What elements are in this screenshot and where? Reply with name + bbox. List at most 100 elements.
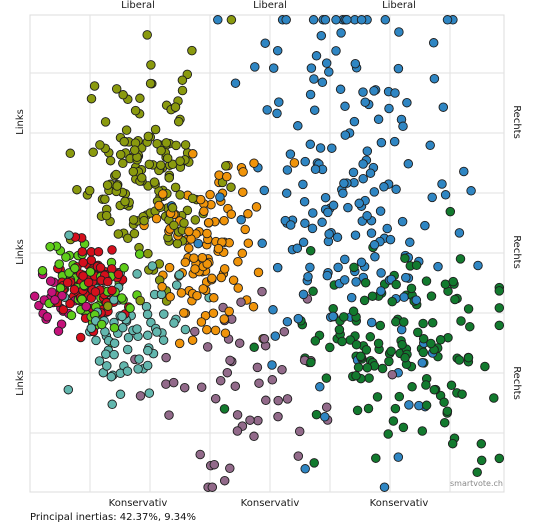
data-point-series-2 xyxy=(180,219,189,228)
data-point-series-8 xyxy=(262,396,271,405)
data-point-series-1 xyxy=(306,90,315,99)
data-point-series-8 xyxy=(197,383,206,392)
data-point-series-9 xyxy=(43,313,52,322)
data-point-series-2 xyxy=(87,94,96,103)
data-point-series-2 xyxy=(173,239,182,248)
data-point-series-4 xyxy=(209,309,218,318)
data-point-series-9 xyxy=(46,277,55,286)
data-point-series-2 xyxy=(90,82,99,91)
data-point-series-8 xyxy=(162,380,171,389)
data-point-series-2 xyxy=(191,216,200,225)
data-point-series-6 xyxy=(143,361,152,370)
bottom-axis-label-1: Konservativ xyxy=(109,498,168,509)
left-axis-label-3: Links xyxy=(15,370,26,396)
data-point-series-1 xyxy=(294,122,303,131)
data-point-series-1 xyxy=(367,229,376,238)
data-point-series-6 xyxy=(135,355,144,364)
data-point-series-1 xyxy=(216,193,225,202)
data-point-series-3 xyxy=(391,404,400,413)
data-point-series-3 xyxy=(340,313,349,322)
data-point-series-1 xyxy=(377,269,386,278)
data-point-series-3 xyxy=(407,284,416,293)
data-point-series-3 xyxy=(422,401,431,410)
data-point-series-3 xyxy=(388,297,397,306)
data-point-series-5 xyxy=(108,286,117,295)
data-point-series-9 xyxy=(82,302,91,311)
data-point-series-1 xyxy=(322,59,331,68)
data-point-series-6 xyxy=(143,331,152,340)
data-point-series-8 xyxy=(322,403,331,412)
data-point-series-1 xyxy=(359,174,368,183)
data-point-series-4 xyxy=(152,214,161,223)
data-point-series-3 xyxy=(466,322,475,331)
data-point-series-2 xyxy=(174,117,183,126)
data-point-series-3 xyxy=(364,404,373,413)
data-point-series-2 xyxy=(144,132,153,141)
data-point-series-8 xyxy=(388,370,397,379)
data-point-series-8 xyxy=(136,392,145,401)
data-point-series-3 xyxy=(455,356,464,365)
data-point-series-4 xyxy=(220,265,229,274)
data-point-series-1 xyxy=(237,216,246,225)
data-point-series-8 xyxy=(233,411,242,420)
data-point-series-3 xyxy=(307,358,316,367)
data-point-series-1 xyxy=(273,46,282,55)
data-point-series-4 xyxy=(215,171,224,180)
data-point-series-1 xyxy=(392,185,401,194)
data-point-series-5 xyxy=(76,333,85,342)
data-point-series-4 xyxy=(177,289,186,298)
data-point-series-8 xyxy=(237,298,246,307)
data-point-series-1 xyxy=(307,64,316,73)
data-point-series-2 xyxy=(119,159,128,168)
data-point-series-6 xyxy=(175,271,184,280)
data-point-series-1 xyxy=(321,15,330,24)
data-point-series-7 xyxy=(55,260,64,269)
bottom-axis-label-3: Konservativ xyxy=(370,498,429,509)
data-point-series-2 xyxy=(170,221,179,230)
data-point-series-3 xyxy=(365,374,374,383)
data-point-series-4 xyxy=(234,257,243,266)
data-point-series-3 xyxy=(366,333,375,342)
data-point-series-2 xyxy=(121,197,130,206)
data-point-series-8 xyxy=(165,411,174,420)
data-point-series-1 xyxy=(377,287,386,296)
data-point-series-1 xyxy=(399,122,408,131)
data-point-series-2 xyxy=(168,204,177,213)
data-point-series-2 xyxy=(181,141,190,150)
data-point-series-5 xyxy=(91,288,100,297)
data-point-series-5 xyxy=(79,258,88,267)
data-point-series-1 xyxy=(301,219,310,228)
data-point-series-1 xyxy=(333,233,342,242)
data-point-series-1 xyxy=(340,179,349,188)
data-point-series-1 xyxy=(403,98,412,107)
data-point-series-6 xyxy=(133,325,142,334)
data-point-series-3 xyxy=(398,340,407,349)
data-point-series-1 xyxy=(258,239,267,248)
data-point-series-8 xyxy=(196,450,205,459)
data-point-series-1 xyxy=(321,413,330,422)
data-point-series-1 xyxy=(439,103,448,112)
data-point-series-4 xyxy=(190,254,199,263)
data-point-series-1 xyxy=(363,147,372,156)
data-point-series-2 xyxy=(147,61,156,70)
data-point-series-1 xyxy=(343,15,352,24)
data-point-series-4 xyxy=(193,291,202,300)
data-point-series-4 xyxy=(244,239,253,248)
data-point-series-3 xyxy=(385,357,394,366)
data-point-series-4 xyxy=(220,216,229,225)
data-point-series-2 xyxy=(136,94,145,103)
data-point-series-3 xyxy=(414,328,423,337)
data-point-series-1 xyxy=(430,74,439,83)
data-point-series-8 xyxy=(253,363,262,372)
data-point-series-5 xyxy=(70,285,79,294)
data-point-series-8 xyxy=(260,335,269,344)
data-point-series-1 xyxy=(310,75,319,84)
data-point-series-3 xyxy=(372,454,381,463)
right-axis-label-1: Rechts xyxy=(511,105,522,139)
data-point-series-4 xyxy=(196,195,205,204)
data-point-series-1 xyxy=(324,208,333,217)
data-point-series-1 xyxy=(438,180,447,189)
data-point-series-1 xyxy=(376,207,385,216)
data-point-series-3 xyxy=(400,318,409,327)
data-point-series-3 xyxy=(392,280,401,289)
